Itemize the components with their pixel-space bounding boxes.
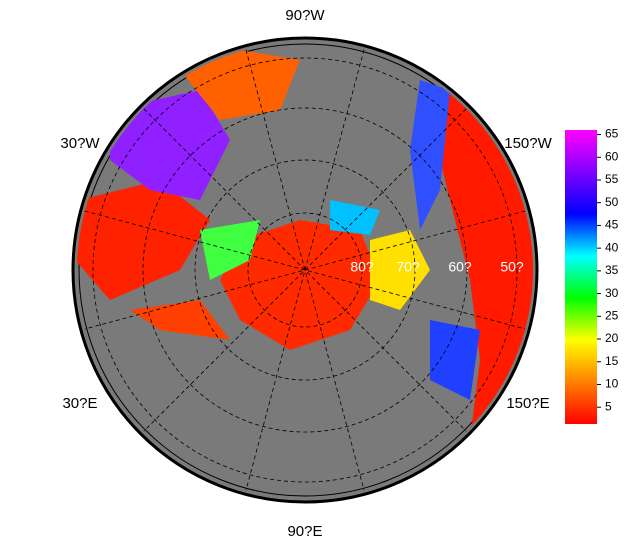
patch — [330, 200, 380, 235]
latitude-circle — [142, 107, 468, 433]
colorbar-tick-label: 60 — [605, 149, 619, 163]
colorbar-tick-label: 25 — [605, 308, 619, 322]
polar-patch — [220, 220, 380, 350]
colorbar-tick-label: 50 — [605, 195, 619, 209]
patch — [410, 80, 450, 230]
latitude-label: 60? — [448, 259, 472, 275]
patch — [130, 300, 230, 340]
patch — [430, 320, 480, 400]
colorbar-tick-label: 40 — [605, 240, 619, 254]
colorbar — [565, 130, 597, 424]
longitude-label: 30?E — [62, 395, 97, 412]
colorbar-ticks: 5 10 15 20 25 30 35 40 45 50 55 60 65 — [597, 127, 619, 413]
graticule — [84, 49, 526, 491]
latitude-label: 70? — [396, 259, 420, 275]
longitude-label: 90?W — [285, 7, 325, 24]
colorbar-tick-label: 35 — [605, 263, 619, 277]
colorbar-tick-label: 30 — [605, 286, 619, 300]
latitude-label: 80? — [350, 259, 374, 275]
longitude-label: 150?W — [504, 135, 552, 152]
longitude-label: 30?W — [60, 135, 100, 152]
colorbar-tick-label: 5 — [605, 399, 612, 413]
colorbar-tick-label: 20 — [605, 331, 619, 345]
patch — [180, 50, 300, 120]
latitude-circle — [194, 159, 416, 381]
atlantic-patch — [77, 180, 210, 300]
meridian — [84, 210, 526, 330]
latitude-circle — [92, 57, 518, 483]
colorbar-tick-label: 65 — [605, 127, 619, 141]
colorbar-tick-label: 15 — [605, 354, 619, 368]
latitude-circle — [247, 212, 363, 328]
colorbar-tick-label: 10 — [605, 377, 619, 391]
colorbar-tick-label: 45 — [605, 218, 619, 232]
longitude-label: 90?E — [287, 523, 322, 540]
patch — [110, 90, 230, 200]
colorbar-tick-label: 55 — [605, 172, 619, 186]
longitude-label: 150?E — [506, 395, 549, 412]
patch — [370, 230, 430, 310]
labels: 90?W 30?W 150?W 30?E 150?E 90?E 80? 70? 60? 50? — [60, 7, 552, 540]
latitude-label: 50? — [500, 259, 524, 275]
